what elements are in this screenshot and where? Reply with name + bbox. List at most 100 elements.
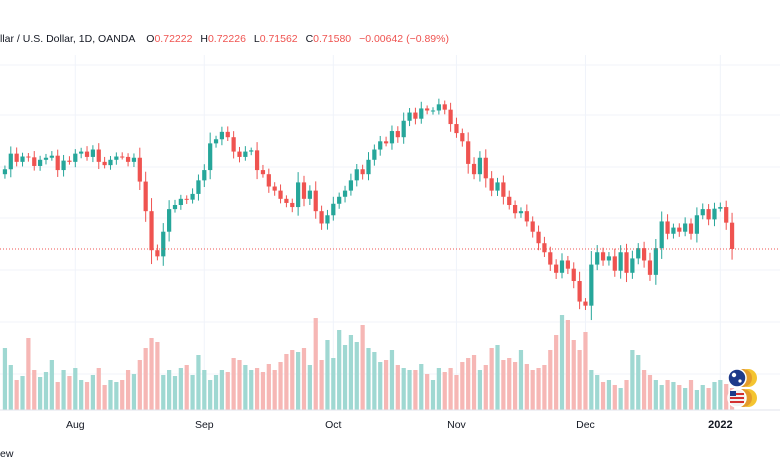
candle-body (243, 151, 248, 157)
volume-bar (565, 320, 570, 410)
candle-body (337, 196, 342, 204)
volume-bar (348, 335, 354, 410)
volume-bar (583, 332, 588, 410)
candle-body (301, 182, 307, 199)
candle-body (49, 155, 54, 158)
candle-body (436, 104, 441, 111)
volume-bar (700, 385, 705, 410)
candle-body (548, 252, 553, 265)
candle-body (495, 182, 500, 191)
candle-body (172, 205, 178, 210)
volume-bar (618, 388, 623, 410)
event-badges[interactable] (727, 368, 757, 408)
candle-body (342, 190, 348, 197)
candle-body (583, 301, 588, 306)
x-tick-label: Oct (325, 419, 341, 431)
volume-bar (554, 335, 559, 410)
volume-bar (325, 340, 330, 410)
volume-bar (243, 365, 248, 410)
candle-body (143, 181, 148, 212)
volume-bar (213, 375, 219, 410)
flag-au-icon[interactable] (727, 368, 757, 388)
volume-bar (606, 380, 612, 410)
volume-bar (284, 354, 289, 410)
volume-bar (272, 370, 277, 410)
candle-body (659, 221, 664, 249)
candle-body (512, 205, 518, 214)
candle-body (360, 169, 365, 175)
candle-body (184, 198, 189, 200)
high-value: 0.72226 (207, 33, 246, 45)
candle-body (102, 161, 107, 166)
candle-body (90, 149, 96, 157)
candle-body (26, 156, 31, 158)
candle-body (319, 211, 324, 224)
open-label: O (146, 33, 155, 45)
symbol-header: llar / U.S. Dollar, 1D, OANDA O0.72222 H… (0, 33, 454, 45)
candle-body (61, 160, 66, 171)
candle-body (565, 260, 570, 269)
volume-bar (600, 382, 606, 410)
volume-bar (372, 352, 377, 410)
candle-body (366, 159, 371, 175)
volume-bar (307, 365, 312, 410)
volume-bar (495, 345, 500, 410)
volume-bar (401, 368, 406, 410)
volume-bar (536, 368, 541, 410)
volume-bar (190, 375, 195, 410)
symbol-name[interactable]: llar / U.S. Dollar, 1D, OANDA (0, 33, 136, 45)
flag-us-icon[interactable] (727, 388, 757, 408)
candle-body (237, 151, 242, 157)
candle-body (155, 250, 160, 257)
candle-body (700, 209, 705, 216)
candle-body (600, 252, 606, 261)
candle-body (489, 178, 494, 191)
volume-bars (2, 315, 735, 410)
x-tick-label: 2022 (708, 419, 732, 431)
candle-body (729, 222, 735, 249)
candle-body (43, 157, 49, 160)
candle-body (84, 151, 90, 157)
candle-body (618, 252, 623, 271)
volume-bar (208, 380, 213, 410)
candle-body (266, 174, 271, 187)
volume-bar (430, 380, 436, 410)
volume-bar (366, 348, 371, 410)
candle-body (407, 112, 412, 121)
candle-body (606, 256, 612, 261)
candle-body (284, 198, 289, 203)
candle-body (254, 150, 260, 171)
candle-body (55, 155, 60, 171)
volume-bar (331, 358, 336, 410)
volume-bar (96, 368, 101, 410)
candle-body (120, 156, 125, 158)
volume-bar (61, 370, 66, 410)
candle-body (167, 209, 172, 232)
close-label: C (305, 33, 314, 45)
volume-bar (718, 380, 723, 410)
candle-body (542, 243, 547, 253)
close-value: 0.71580 (313, 33, 352, 45)
volume-bar (237, 360, 242, 410)
volume-bar (542, 365, 547, 410)
candle-body (571, 268, 576, 282)
candle-body (389, 131, 395, 144)
candle-body (507, 196, 512, 205)
candle-body (518, 211, 524, 214)
volume-bar (120, 380, 125, 410)
volume-bar (290, 350, 295, 410)
volume-bar (477, 370, 483, 410)
candle-body (219, 131, 225, 140)
volume-bar (466, 358, 471, 410)
volume-bar (595, 375, 600, 410)
candle-body (67, 160, 72, 162)
volume-bar (26, 338, 31, 410)
volume-bar (454, 375, 459, 410)
candle-body (577, 281, 582, 302)
candle-body (73, 153, 78, 162)
volume-bar (407, 370, 412, 410)
candle-body (624, 252, 629, 273)
candle-body (425, 108, 430, 111)
